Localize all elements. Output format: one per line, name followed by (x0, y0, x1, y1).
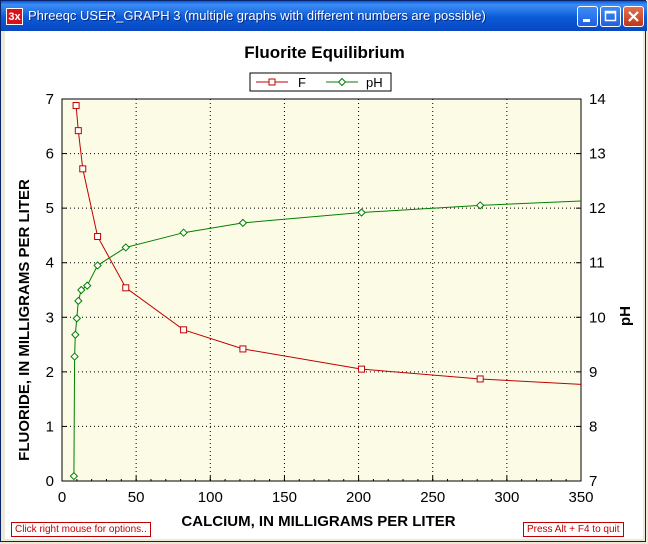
close-icon (628, 11, 639, 22)
y-tick-label: 1 (46, 418, 54, 435)
y2-tick-label: 8 (589, 418, 597, 435)
maximize-icon (604, 10, 617, 22)
y-tick-label: 4 (46, 255, 54, 272)
y-axis-label: FLUORIDE, IN MILLIGRAMS PER LITER (16, 179, 33, 461)
y-tick-label: 7 (46, 91, 54, 108)
data-point-f (180, 326, 188, 334)
legend-label-ph: pH (366, 75, 383, 90)
data-point-ph (475, 201, 485, 210)
x-tick-label: 350 (568, 489, 593, 506)
y2-tick-label: 9 (589, 364, 597, 381)
x-tick-label: 200 (346, 489, 371, 506)
x-tick-label: 150 (272, 489, 297, 506)
data-point-ph (74, 296, 83, 306)
minimize-icon (583, 19, 590, 22)
data-point-f (239, 345, 247, 353)
y-tick-label: 5 (46, 200, 54, 217)
y-tick-label: 2 (46, 364, 54, 381)
data-point-ph (70, 352, 79, 361)
data-point-ph (72, 314, 82, 323)
plot-background (62, 99, 581, 481)
data-point-ph (357, 208, 366, 217)
maximize-button[interactable] (600, 6, 621, 27)
data-point-f (79, 165, 87, 173)
data-point-ph (77, 285, 86, 295)
options-hint[interactable]: Click right mouse for options.. (11, 522, 151, 537)
data-point-ph (179, 228, 188, 237)
app-icon[interactable]: 3x (6, 8, 23, 25)
minimize-button[interactable] (577, 6, 598, 27)
plot-area[interactable]: 0 50 100 150 200 250 300 350 0 1 2 3 4 5 6 7 7 8 9 10 11 12 13… (5, 31, 643, 539)
y2-tick-label: 11 (589, 255, 605, 272)
x-axis-label: CALCIUM, IN MILLIGRAMS PER LITER (181, 513, 455, 530)
data-point-f (358, 365, 366, 373)
data-point-ph (238, 218, 248, 228)
data-point-f (476, 375, 484, 383)
x-tick-label: 100 (198, 489, 223, 506)
data-point-f (94, 233, 102, 241)
y-tick-label: 0 (46, 473, 54, 490)
data-point-ph (83, 281, 92, 290)
close-button[interactable] (623, 6, 644, 27)
data-point-f (122, 284, 130, 292)
chart-title: Fluorite Equilibrium (244, 43, 405, 62)
y2-axis-label: pH (617, 306, 634, 326)
y-tick-label: 3 (46, 309, 54, 326)
data-point-ph (93, 261, 102, 270)
x-tick-label: 250 (420, 489, 445, 506)
chart-svg: 0 50 100 150 200 250 300 3500123456778910111213… (16, 43, 634, 530)
data-point-ph (71, 330, 80, 339)
plot-frame (61, 98, 582, 482)
x-tick-label: 0 (58, 489, 66, 506)
legend-label-f: F (298, 75, 306, 90)
x-tick-label: 50 (128, 489, 145, 506)
data-point-f (74, 127, 82, 135)
series-line-f (75, 105, 582, 385)
legend-marker-ph (337, 77, 347, 87)
y-tick-label: 6 (46, 146, 54, 163)
legend-box (249, 72, 392, 92)
y2-tick-label: 12 (589, 200, 606, 217)
y2-tick-label: 14 (589, 91, 606, 108)
window-title: Phreeqc USER_GRAPH 3 (multiple graphs wi… (28, 8, 486, 23)
title-bar[interactable]: 3x Phreeqc USER_GRAPH 3 (multiple graphs… (1, 1, 647, 31)
y2-tick-label: 7 (589, 473, 597, 490)
data-point-f (72, 102, 80, 110)
y2-tick-label: 10 (589, 309, 606, 326)
legend-marker-f (268, 78, 276, 86)
data-point-ph (69, 471, 79, 481)
data-point-ph (121, 243, 130, 252)
x-tick-label: 300 (494, 489, 519, 506)
quit-hint: Press Alt + F4 to quit (523, 522, 624, 537)
y2-tick-label: 13 (589, 146, 606, 163)
